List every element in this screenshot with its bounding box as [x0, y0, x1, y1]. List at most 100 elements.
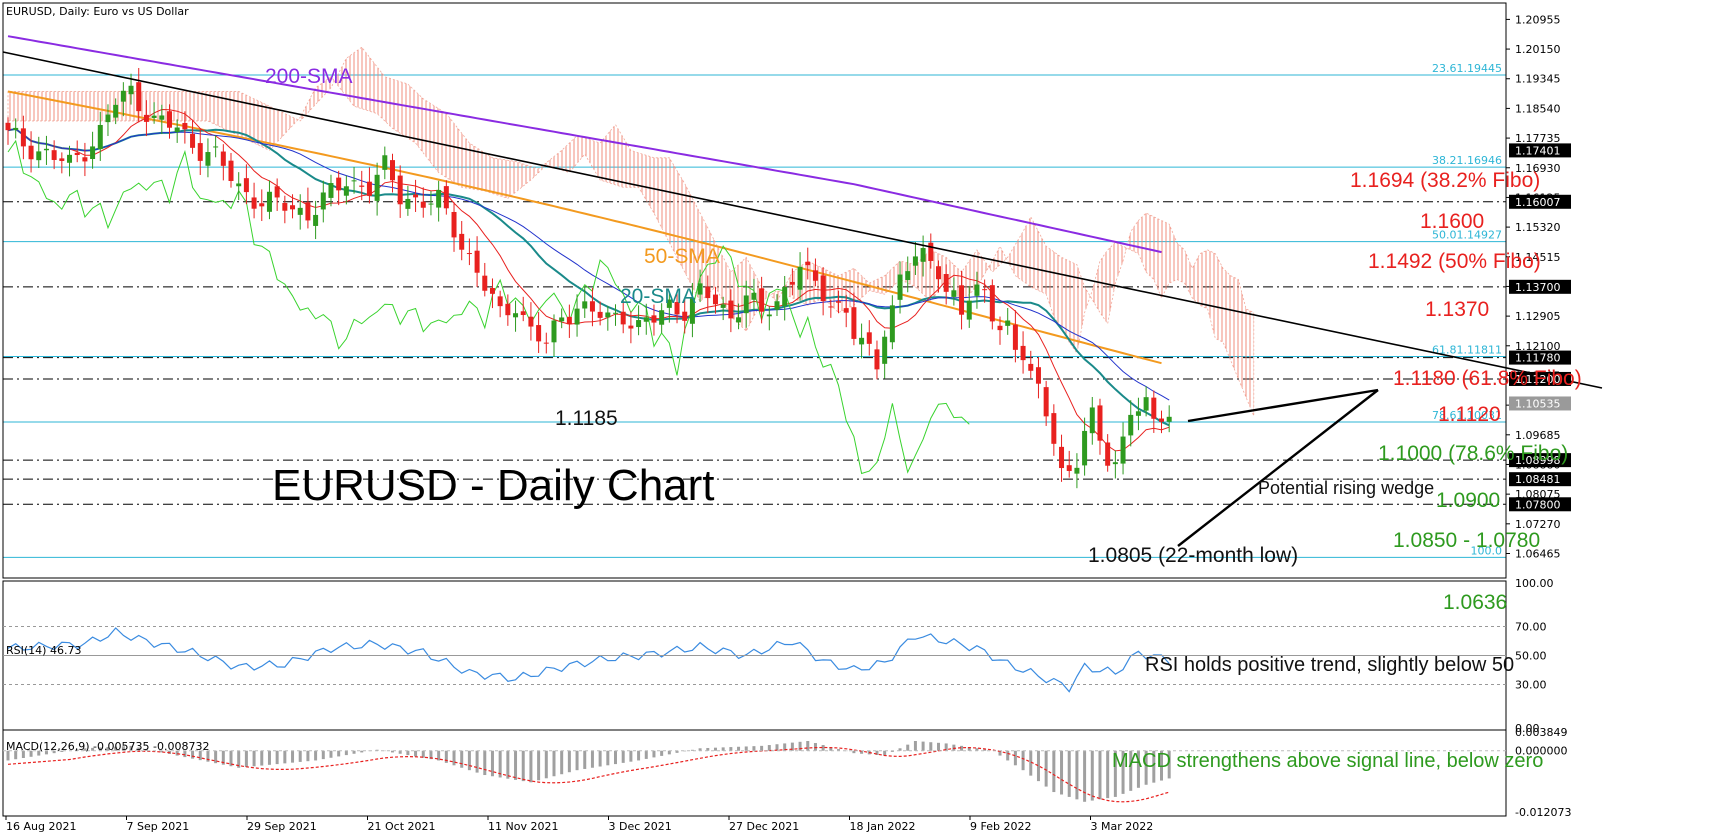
candle-body — [697, 283, 703, 295]
candle-body — [528, 316, 534, 327]
price-tick-label: 1.16930 — [1515, 162, 1561, 175]
candle-body — [728, 300, 734, 319]
candle-body — [197, 143, 203, 161]
level-price-tag — [1509, 143, 1571, 158]
price-tag-label: 1.07800 — [1515, 498, 1561, 511]
candle-body — [597, 311, 603, 318]
price-tag-label: 1.11200 — [1515, 373, 1561, 386]
candle-body — [13, 127, 19, 130]
candle-body — [782, 286, 788, 307]
candle-body — [266, 191, 272, 212]
candle-body — [705, 286, 711, 299]
macd-signal-line — [7, 746, 1170, 803]
candle-body — [882, 336, 888, 364]
candle-body — [67, 154, 73, 163]
macd-note: MACD strengthens above signal line, belo… — [1112, 750, 1543, 772]
price-tag-label: 1.10535 — [1515, 397, 1561, 410]
candle-body — [582, 301, 588, 309]
date-label: 27 Dec 2021 — [729, 820, 799, 833]
candle-body — [820, 275, 826, 302]
candle-body — [920, 248, 926, 262]
price-tick-label: 1.17735 — [1515, 132, 1561, 145]
candle-body — [405, 198, 411, 209]
candle-body — [305, 202, 311, 221]
candle-body — [543, 342, 549, 344]
rsi-tick-label: 70.00 — [1515, 621, 1547, 634]
candle-body — [628, 325, 634, 329]
axes: 1.20955 1.20150 1.19345 1.18540 1.17735 1.169… — [2, 2, 1571, 833]
candle-body — [320, 192, 326, 210]
candle-body — [989, 285, 995, 322]
candle-body — [859, 337, 865, 345]
candle-body — [766, 314, 772, 317]
candle-body — [328, 183, 334, 198]
annotation-rising-wedge: Potential rising wedge — [1258, 478, 1434, 498]
candle-body — [420, 201, 426, 208]
candle-body — [343, 186, 349, 196]
candle-body — [59, 158, 65, 161]
rsi-note: RSI holds positive trend, slightly below… — [1145, 654, 1514, 676]
candle-body — [943, 274, 949, 292]
chart-header: EURUSD, Daily: Euro vs US Dollar — [6, 5, 189, 18]
candle-body — [997, 325, 1003, 331]
candle-body — [889, 305, 895, 343]
candle-body — [613, 312, 619, 314]
price-tick-label: 1.20150 — [1515, 43, 1561, 56]
candle-body — [928, 242, 934, 261]
price-tag-label: 1.17401 — [1515, 144, 1561, 157]
price-tick-label: 1.15320 — [1515, 221, 1561, 234]
candle-body — [651, 315, 657, 323]
annotation-fibo-786: 1.1000 (78.6% Fibo) — [1378, 442, 1568, 465]
date-label: 21 Oct 2021 — [368, 820, 436, 833]
descending-trendline — [2, 51, 1603, 389]
tenkan-line — [7, 108, 1170, 452]
date-label: 29 Sep 2021 — [247, 820, 317, 833]
annotation-1185: 1.1185 — [555, 407, 618, 430]
candle-body — [251, 197, 257, 209]
candle-body — [5, 122, 11, 131]
candle-body — [1159, 418, 1164, 422]
candle-body — [1143, 397, 1149, 411]
candle-body — [1035, 367, 1041, 384]
candle-body — [366, 181, 372, 196]
sma50-label: 50-SMA — [644, 245, 720, 268]
price-tag-label: 1.08998 — [1515, 454, 1561, 467]
candle-body — [51, 150, 57, 160]
candle-body — [1089, 407, 1095, 434]
wedge-upper-line — [1187, 388, 1379, 423]
candle-body — [497, 296, 503, 307]
fib-level-label: 38.21.16946 — [1432, 154, 1502, 167]
annotation-1600: 1.1600 — [1420, 210, 1484, 233]
candle-body — [43, 148, 49, 151]
candle-body — [182, 122, 188, 130]
candle-body — [536, 325, 542, 342]
candle-body — [336, 177, 342, 191]
annotation-fibo-50: 1.1492 (50% Fibo) — [1368, 250, 1541, 273]
sma20-line — [7, 127, 1170, 427]
candle-body — [751, 292, 757, 300]
candle-body — [36, 151, 42, 161]
drawings — [2, 51, 1603, 547]
candle-body — [982, 289, 988, 291]
candle-body — [243, 178, 249, 193]
candle-body — [174, 127, 180, 133]
candle-body — [551, 320, 557, 343]
candle-body — [1120, 436, 1126, 464]
ichimoku-cloud-band — [7, 46, 1255, 416]
candle-body — [20, 128, 26, 147]
candle-body — [136, 82, 142, 112]
candle-body — [1028, 363, 1034, 371]
candle-body — [520, 311, 526, 316]
sma200-label: 200-SMA — [265, 65, 353, 88]
date-label: 9 Feb 2022 — [970, 820, 1031, 833]
candle-body — [812, 270, 818, 281]
candle-body — [82, 157, 88, 162]
candle-body — [1151, 397, 1157, 419]
candle-body — [1059, 446, 1065, 469]
date-label: 3 Mar 2022 — [1091, 820, 1154, 833]
date-label: 3 Dec 2021 — [609, 820, 672, 833]
annotation-1090: 1.0900 — [1436, 489, 1500, 512]
candle-body — [966, 300, 972, 320]
candle-body — [105, 114, 111, 123]
